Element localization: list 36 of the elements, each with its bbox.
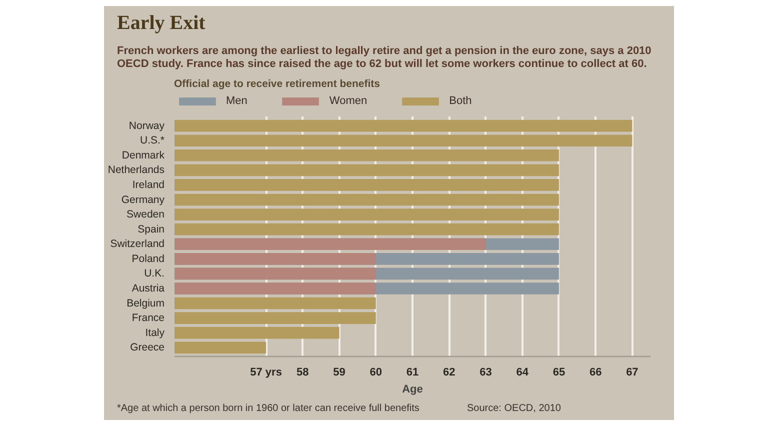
legend-label: Men: [226, 95, 248, 108]
chart-subtitle: French workers are among the earliest to legally retire and get a pension in the euro zone, says a 2010 OECD study. France has since raised the age to 62 but will let some workers continue to collect at 60.: [117, 45, 652, 72]
x-tick-label: 65: [552, 366, 566, 379]
text: *Age at which a person born in 1960 or later can receive full benefits: [117, 403, 420, 416]
x-tick-label: 61: [406, 366, 419, 379]
x-tick-label: 62: [443, 366, 456, 379]
chart-title: Early Exit: [117, 11, 206, 35]
x-tick-label: 64: [516, 366, 530, 379]
x-tick-label: 67: [626, 366, 638, 379]
y-tick-label: Sweden: [126, 208, 165, 221]
y-tick-label: Spain: [138, 224, 165, 236]
y-tick-label: Denmark: [122, 150, 166, 162]
y-tick-label: Poland: [132, 253, 165, 266]
x-tick-label: 66: [589, 366, 602, 379]
y-tick-label: France: [132, 312, 165, 324]
x-tick-label: 58: [296, 366, 309, 379]
x-tick-label: 60: [370, 366, 382, 379]
y-tick-label: Greece: [130, 342, 165, 354]
x-tick-label: 59: [333, 366, 346, 379]
x-tick-label: 57 yrs: [250, 366, 282, 379]
y-tick-label: U.S.*: [140, 134, 165, 147]
y-tick-label: Ireland: [132, 179, 165, 192]
y-tick-label: Belgium: [126, 298, 165, 310]
y-tick-label: Italy: [145, 327, 166, 340]
legend-title: Official age to receive retirement benefits: [174, 78, 381, 90]
legend-label: Women: [329, 95, 368, 108]
y-tick-label: Netherlands: [108, 164, 165, 177]
y-tick-label: Germany: [121, 194, 166, 206]
y-tick-label: Austria: [132, 282, 165, 295]
x-axis-title: Age: [402, 384, 423, 396]
source-note: Source: OECD, 2010: [467, 403, 561, 416]
x-tick-label: 63: [480, 366, 492, 379]
y-tick-label: U.K.: [144, 268, 164, 280]
y-tick-label: Norway: [128, 120, 166, 132]
y-tick-label: Switzerland: [110, 238, 165, 250]
legend-label: Both: [449, 95, 472, 108]
